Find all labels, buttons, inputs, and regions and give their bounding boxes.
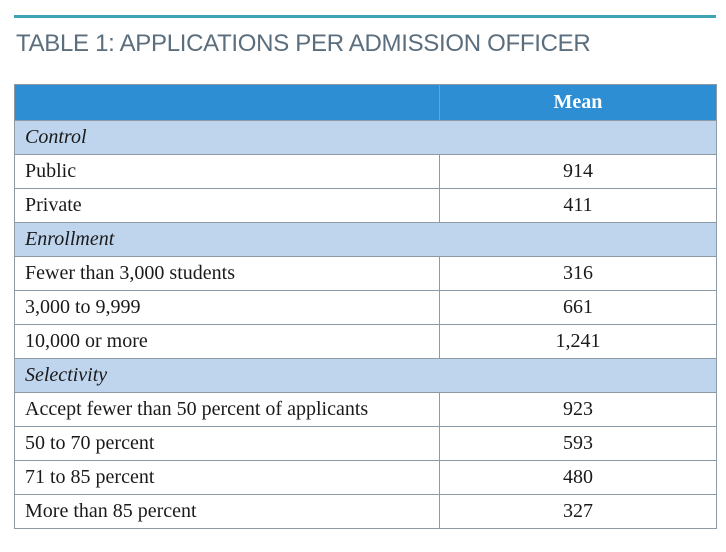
group-label: Selectivity <box>14 358 717 393</box>
group-row-control: Control <box>14 120 717 155</box>
row-label: 3,000 to 9,999 <box>14 290 440 325</box>
row-label: 10,000 or more <box>14 324 440 359</box>
group-row-selectivity: Selectivity <box>14 358 717 393</box>
mean-column-header: Mean <box>439 84 717 121</box>
row-value: 327 <box>439 494 717 529</box>
row-value: 593 <box>439 426 717 461</box>
row-label: Accept fewer than 50 percent of applican… <box>14 392 440 427</box>
top-rule <box>14 15 716 18</box>
table-row: More than 85 percent 327 <box>14 494 717 529</box>
table-row: Public 914 <box>14 154 717 189</box>
table-row: 3,000 to 9,999 661 <box>14 290 717 325</box>
table-row: 10,000 or more 1,241 <box>14 324 717 359</box>
row-label: Public <box>14 154 440 189</box>
row-value: 1,241 <box>439 324 717 359</box>
table-row: Accept fewer than 50 percent of applican… <box>14 392 717 427</box>
table-row: 71 to 85 percent 480 <box>14 460 717 495</box>
label-column-header <box>14 84 440 121</box>
row-value: 661 <box>439 290 717 325</box>
row-label: More than 85 percent <box>14 494 440 529</box>
table-row: 50 to 70 percent 593 <box>14 426 717 461</box>
row-label: Private <box>14 188 440 223</box>
row-label: 71 to 85 percent <box>14 460 440 495</box>
row-label: 50 to 70 percent <box>14 426 440 461</box>
row-label: Fewer than 3,000 students <box>14 256 440 291</box>
table-row: Private 411 <box>14 188 717 223</box>
row-value: 914 <box>439 154 717 189</box>
group-label: Enrollment <box>14 222 717 257</box>
table-row: Fewer than 3,000 students 316 <box>14 256 717 291</box>
row-value: 923 <box>439 392 717 427</box>
row-value: 480 <box>439 460 717 495</box>
row-value: 316 <box>439 256 717 291</box>
group-label: Control <box>14 120 717 155</box>
applications-table: Mean Control Public 914 Private 411 Enro… <box>14 84 717 529</box>
table-header-row: Mean <box>14 84 717 121</box>
table-title: TABLE 1: APPLICATIONS PER ADMISSION OFFI… <box>16 30 591 57</box>
group-row-enrollment: Enrollment <box>14 222 717 257</box>
row-value: 411 <box>439 188 717 223</box>
